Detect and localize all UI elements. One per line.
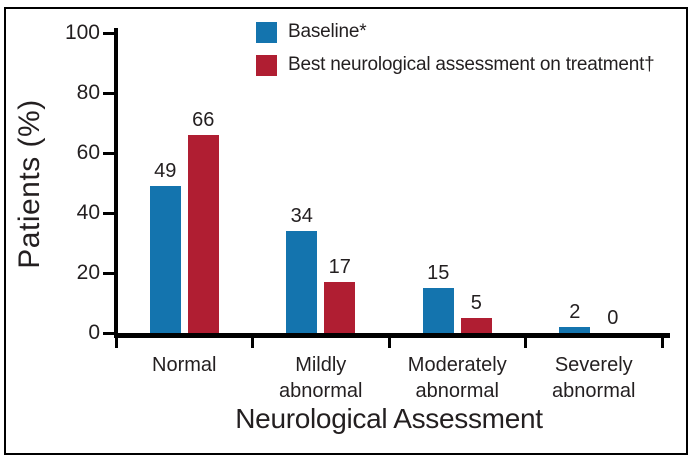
bar-value-label: 34	[290, 205, 313, 227]
x-axis-category-label-line: Severely	[554, 354, 633, 376]
bar-value-label: 15	[427, 262, 450, 284]
y-axis-tick	[103, 211, 114, 215]
y-axis-tick-label: 100	[64, 21, 100, 44]
x-axis-category-label-line: abnormal	[415, 380, 499, 402]
legend-label: Baseline*	[288, 21, 367, 42]
y-axis-tick-label: 80	[76, 81, 100, 104]
bar-treatment	[460, 318, 492, 333]
bar-value-label: 5	[470, 292, 482, 314]
x-axis-category-label: Moderately abnormal	[389, 352, 526, 404]
legend-swatch-baseline	[256, 21, 277, 43]
bar-baseline	[286, 231, 318, 333]
x-axis-category-label: Severely abnormal	[526, 352, 663, 404]
y-axis-tick	[103, 151, 114, 155]
y-axis-tick-label: 20	[76, 261, 100, 284]
figure-frame	[4, 7, 688, 455]
x-axis-category-label-line: Mildly	[295, 354, 347, 376]
legend-swatch-treatment	[256, 54, 277, 76]
bar-value-label: 2	[569, 301, 581, 323]
bar-value-label: 49	[154, 160, 177, 182]
x-axis-tick	[660, 338, 664, 348]
legend-item: Best neurological assessment on treatmen…	[256, 54, 655, 76]
legend-label: Best neurological assessment on treatmen…	[288, 54, 655, 75]
bar-treatment	[187, 135, 219, 333]
x-axis-category-label-line: abnormal	[279, 380, 363, 402]
bar-baseline	[559, 327, 591, 333]
y-axis-tick-label: 0	[88, 321, 100, 344]
x-axis-category-label: Normal	[116, 352, 253, 378]
y-axis-tick	[103, 91, 114, 95]
bar-baseline	[149, 186, 181, 333]
x-axis-tick	[114, 338, 118, 348]
y-axis-tick	[103, 331, 114, 335]
bar-baseline	[422, 288, 454, 333]
x-axis-title: Neurological Assessment	[235, 403, 543, 434]
x-axis-tick	[251, 338, 254, 348]
bar-treatment	[324, 282, 356, 333]
x-axis-category-label-line: Normal	[152, 354, 217, 376]
y-axis-line	[114, 28, 118, 338]
y-axis-tick	[103, 31, 114, 35]
x-axis-category-label-line: abnormal	[552, 380, 636, 402]
x-axis-category-label: Mildly abnormal	[253, 352, 390, 404]
x-axis-line	[114, 333, 670, 338]
x-axis-tick	[387, 338, 391, 348]
x-axis-tick	[524, 338, 527, 348]
bar-value-label: 0	[607, 307, 619, 329]
y-axis-tick-label: 40	[76, 201, 100, 224]
legend-item: Baseline*	[256, 21, 655, 43]
y-axis-tick-label: 60	[76, 141, 100, 164]
x-axis-category-label-line: Moderately	[407, 354, 507, 376]
legend: Baseline* Best neurological assessment on…	[256, 21, 655, 87]
bar-value-label: 17	[328, 256, 351, 278]
y-axis-tick	[103, 271, 114, 275]
y-axis-title: Patients (%)	[13, 99, 46, 269]
bar-value-label: 66	[192, 109, 215, 131]
